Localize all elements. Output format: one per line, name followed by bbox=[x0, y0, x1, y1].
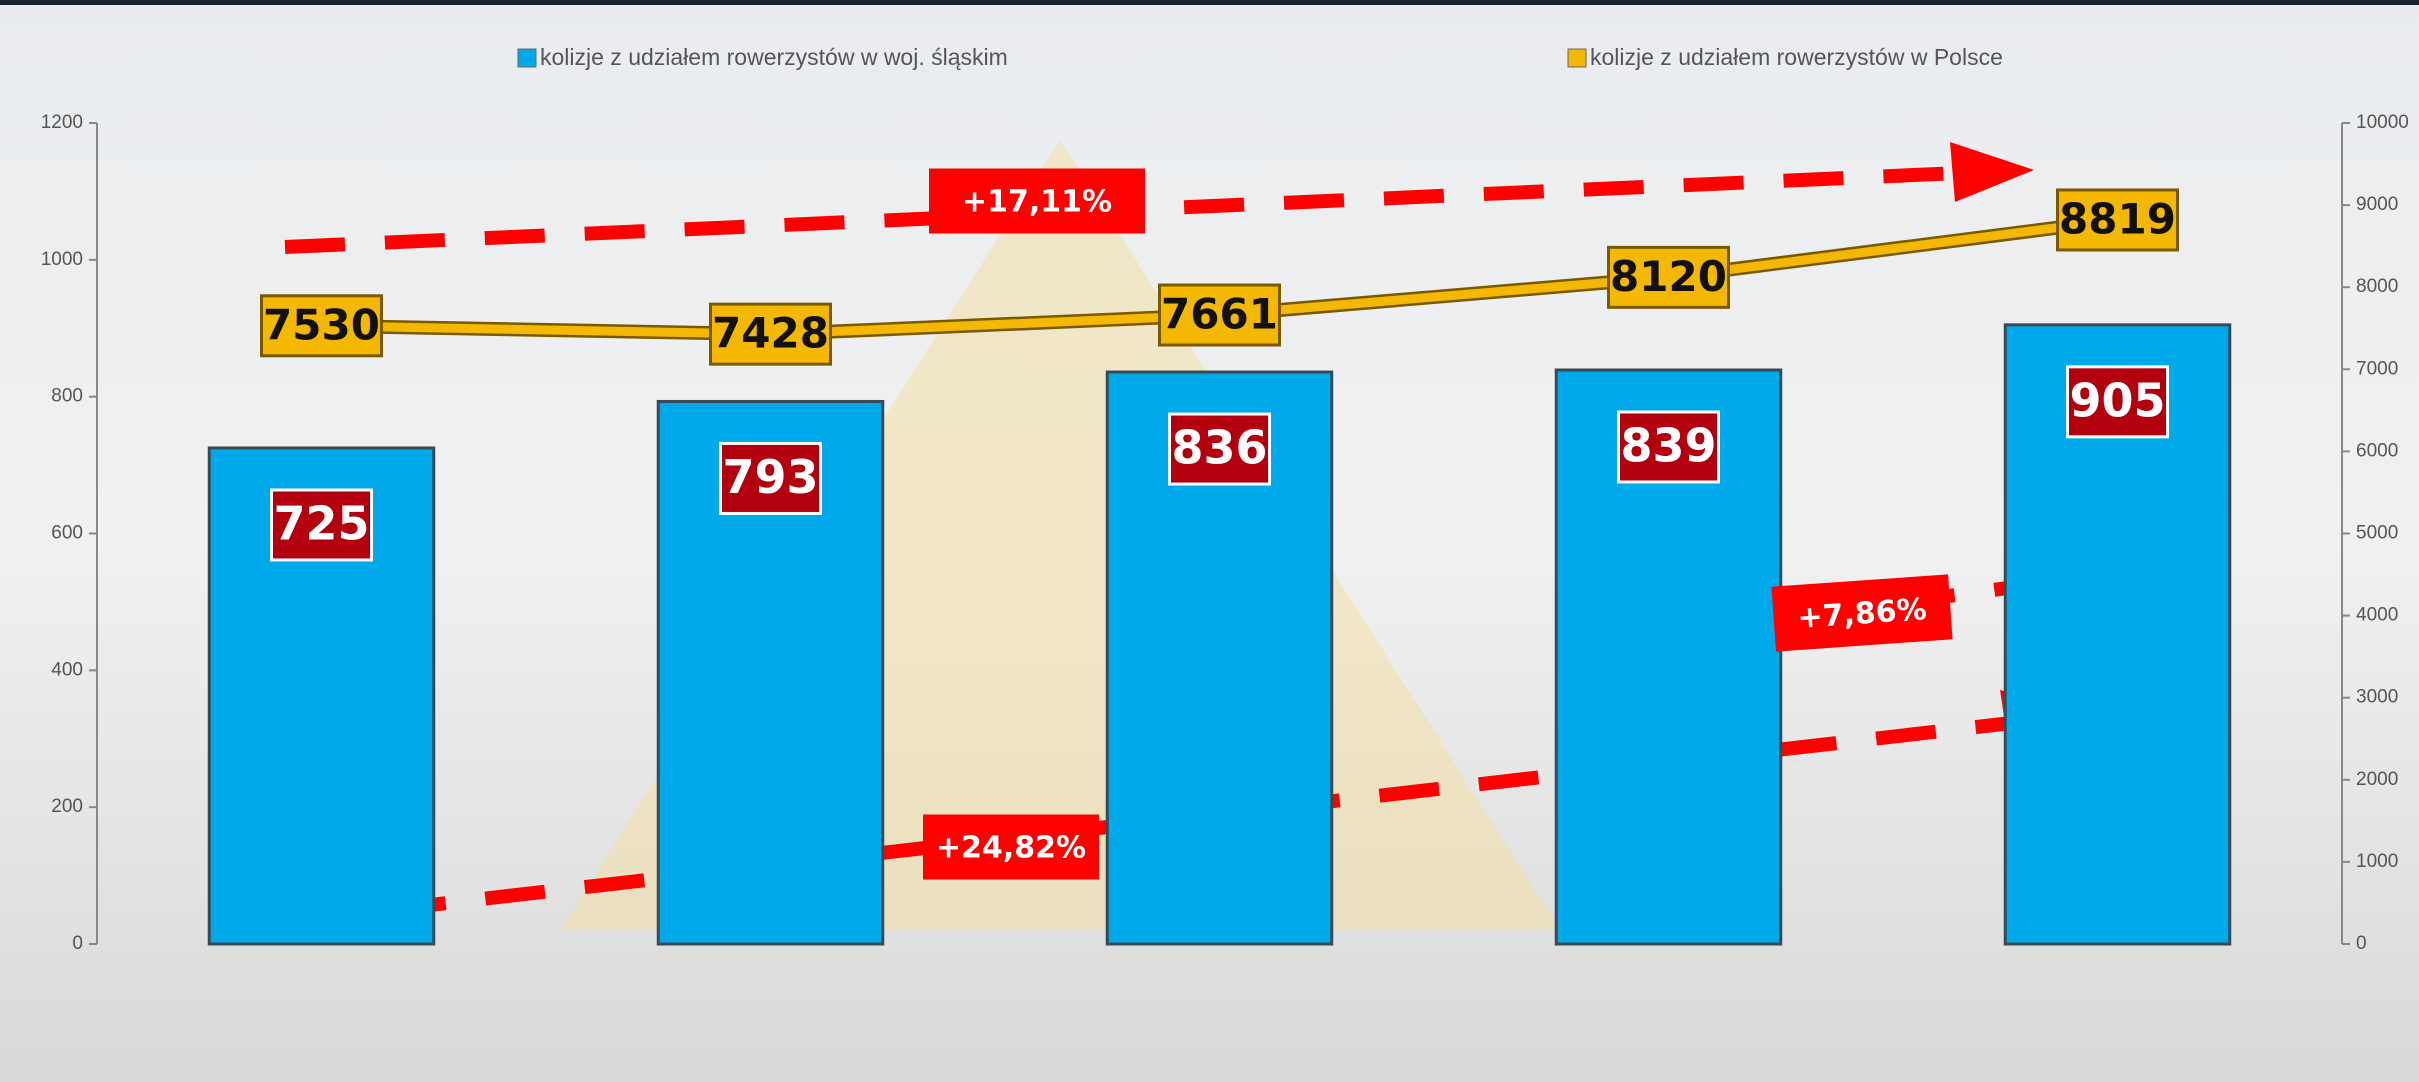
line-label-box bbox=[1158, 283, 1281, 347]
data-label-box bbox=[1168, 412, 1271, 486]
data-label: 725 bbox=[273, 496, 369, 550]
y-tick-label: 400 bbox=[51, 659, 83, 680]
y-tick-label: 1200 bbox=[41, 112, 83, 133]
annotation-box bbox=[923, 814, 1099, 880]
line-label-box bbox=[709, 302, 832, 366]
legend-label: kolizje z udziałem rowerzystów w Polsce bbox=[1590, 44, 2003, 70]
y-tick-label: 200 bbox=[51, 796, 83, 817]
line-label: 7428 bbox=[712, 309, 829, 358]
data-label-box bbox=[270, 488, 373, 562]
y2-tick-label: 9000 bbox=[2356, 194, 2398, 215]
line-label: 7530 bbox=[263, 300, 380, 349]
annotation-box bbox=[929, 168, 1145, 234]
annotation: +7,86% bbox=[1771, 574, 1953, 652]
y-tick-label: 600 bbox=[51, 523, 83, 544]
y-tick-label: 0 bbox=[72, 933, 83, 954]
y2-tick-label: 3000 bbox=[2356, 687, 2398, 708]
annotation-box bbox=[1771, 574, 1953, 652]
data-label: 793 bbox=[722, 450, 818, 504]
legend-swatch bbox=[1567, 48, 1587, 68]
line-label-box bbox=[260, 294, 383, 358]
y2-tick-label: 5000 bbox=[2356, 523, 2398, 544]
y2-tick-label: 7000 bbox=[2356, 358, 2398, 379]
y2-tick-label: 1000 bbox=[2356, 851, 2398, 872]
y2-tick-label: 2000 bbox=[2356, 769, 2398, 790]
data-label-box bbox=[2066, 365, 2169, 439]
y2-tick-label: 0 bbox=[2356, 933, 2367, 954]
legend-swatch bbox=[517, 48, 537, 68]
data-label-box bbox=[1617, 410, 1720, 484]
data-label: 905 bbox=[2069, 373, 2165, 427]
y2-tick-label: 6000 bbox=[2356, 440, 2398, 461]
data-label: 839 bbox=[1620, 418, 1716, 472]
y2-tick-label: 10000 bbox=[2356, 112, 2409, 133]
arrow-head bbox=[1950, 142, 2034, 202]
annotation: +17,11% bbox=[929, 168, 1145, 234]
data-label: 836 bbox=[1171, 421, 1267, 475]
line-label-box bbox=[1607, 245, 1730, 309]
data-label-box bbox=[719, 441, 822, 515]
y2-tick-label: 8000 bbox=[2356, 276, 2398, 297]
annotation-text: +17,11% bbox=[962, 185, 1112, 220]
y-tick-label: 1000 bbox=[41, 249, 83, 270]
line-label-box bbox=[2056, 188, 2179, 252]
y-tick-label: 800 bbox=[51, 386, 83, 407]
line-label: 8819 bbox=[2059, 194, 2176, 243]
line-label: 8120 bbox=[1610, 252, 1727, 301]
line-label: 7661 bbox=[1161, 290, 1278, 339]
top-stripe bbox=[0, 0, 2419, 5]
annotation: +24,82% bbox=[923, 814, 1099, 880]
annotation-text: +24,82% bbox=[936, 831, 1086, 866]
legend-label: kolizje z udziałem rowerzystów w woj. śl… bbox=[540, 44, 1008, 70]
y2-tick-label: 4000 bbox=[2356, 605, 2398, 626]
